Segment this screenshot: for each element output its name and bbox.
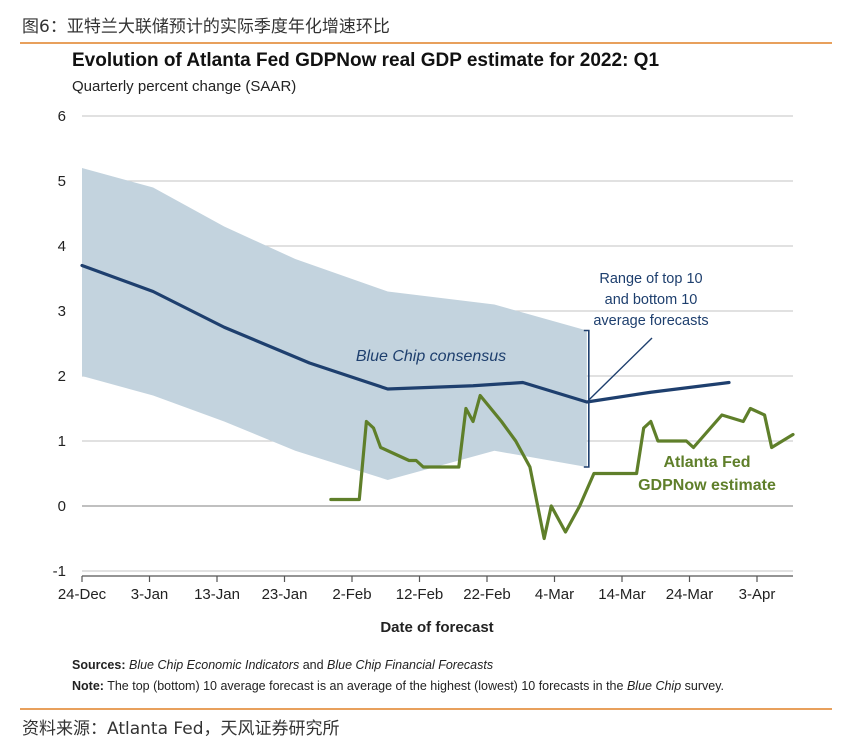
- x-tick-label: 24-Mar: [666, 586, 714, 603]
- chart-subtitle: Quarterly percent change (SAAR): [72, 78, 297, 95]
- range-label-line: Range of top 10: [599, 271, 702, 287]
- x-tick-label: 14-Mar: [598, 586, 646, 603]
- sources-text-1: Blue Chip Economic Indicators: [128, 658, 300, 672]
- top-divider: [20, 42, 832, 44]
- sources-label: Sources:: [72, 658, 126, 672]
- range-band-area: [82, 168, 587, 480]
- source-line: 资料来源：Atlanta Fed，天风证券研究所: [22, 719, 340, 739]
- range-leader-line: [588, 337, 653, 401]
- blue-chip-consensus-line: [80, 263, 731, 404]
- forecast-range-band: [82, 168, 587, 480]
- chart-title: Evolution of Atlanta Fed GDPNow real GDP…: [72, 50, 660, 71]
- range-bracket: [583, 329, 590, 468]
- annotations: Blue Chip consensus Range of top 10 and bo…: [356, 271, 776, 494]
- gdpnow-label-line: GDPNow estimate: [638, 477, 776, 494]
- y-tick-label: 3: [58, 303, 66, 320]
- x-tick-label: 12-Feb: [396, 586, 444, 603]
- range-label-line: average forecasts: [593, 313, 708, 329]
- sources-note: Sources: Blue Chip Economic Indicators a…: [72, 658, 493, 672]
- x-tick-label: 4-Mar: [535, 586, 574, 603]
- note-italic: Blue Chip: [626, 679, 682, 693]
- sources-and: and: [302, 658, 324, 672]
- x-tick-label: 22-Feb: [463, 586, 511, 603]
- x-axis-title: Date of forecast: [380, 619, 493, 636]
- y-tick-label: 1: [58, 433, 66, 450]
- range-label-line: and bottom 10: [605, 292, 698, 308]
- consensus-label: Blue Chip consensus: [356, 348, 506, 365]
- x-tick-label: 13-Jan: [194, 586, 240, 603]
- axes: -1 0 1 2 3 4 5 6 24-Dec 3-Jan 13-Jan 23-Jan 2-Feb 12-…: [53, 108, 793, 636]
- note-label: Note:: [72, 679, 104, 693]
- note-end: survey.: [684, 679, 725, 693]
- y-tick-label: -1: [53, 563, 66, 580]
- y-tick-label: 2: [58, 368, 66, 385]
- y-tick-label: 0: [58, 498, 66, 515]
- x-tick-label: 23-Jan: [262, 586, 308, 603]
- bottom-divider: [20, 708, 832, 710]
- x-tick-label: 3-Apr: [739, 586, 776, 603]
- note-text: The top (bottom) 10 average forecast is …: [107, 679, 624, 693]
- series-lines: [80, 263, 795, 541]
- method-note: Note: The top (bottom) 10 average foreca…: [72, 679, 724, 693]
- sources-text-2: Blue Chip Financial Forecasts: [327, 658, 494, 672]
- x-tick-label: 24-Dec: [58, 586, 107, 603]
- y-tick-label: 5: [58, 173, 66, 190]
- x-tick-label: 3-Jan: [131, 586, 169, 603]
- y-tick-label: 6: [58, 108, 66, 125]
- figure-caption: 图6：亚特兰大联储预计的实际季度年化增速环比: [22, 17, 390, 37]
- x-tick-label: 2-Feb: [332, 586, 371, 603]
- gdpnow-estimate-line: [329, 393, 795, 541]
- y-tick-label: 4: [58, 238, 66, 255]
- gdpnow-label-line: Atlanta Fed: [663, 454, 750, 471]
